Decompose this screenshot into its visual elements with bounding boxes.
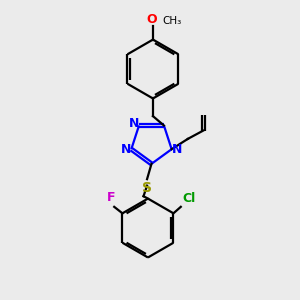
Text: S: S [142, 181, 152, 195]
Text: N: N [128, 117, 139, 130]
Text: F: F [107, 191, 116, 205]
Text: Cl: Cl [183, 192, 196, 205]
Text: CH₃: CH₃ [162, 16, 182, 26]
Text: N: N [121, 143, 131, 156]
Text: O: O [146, 13, 157, 26]
Text: N: N [172, 143, 182, 156]
